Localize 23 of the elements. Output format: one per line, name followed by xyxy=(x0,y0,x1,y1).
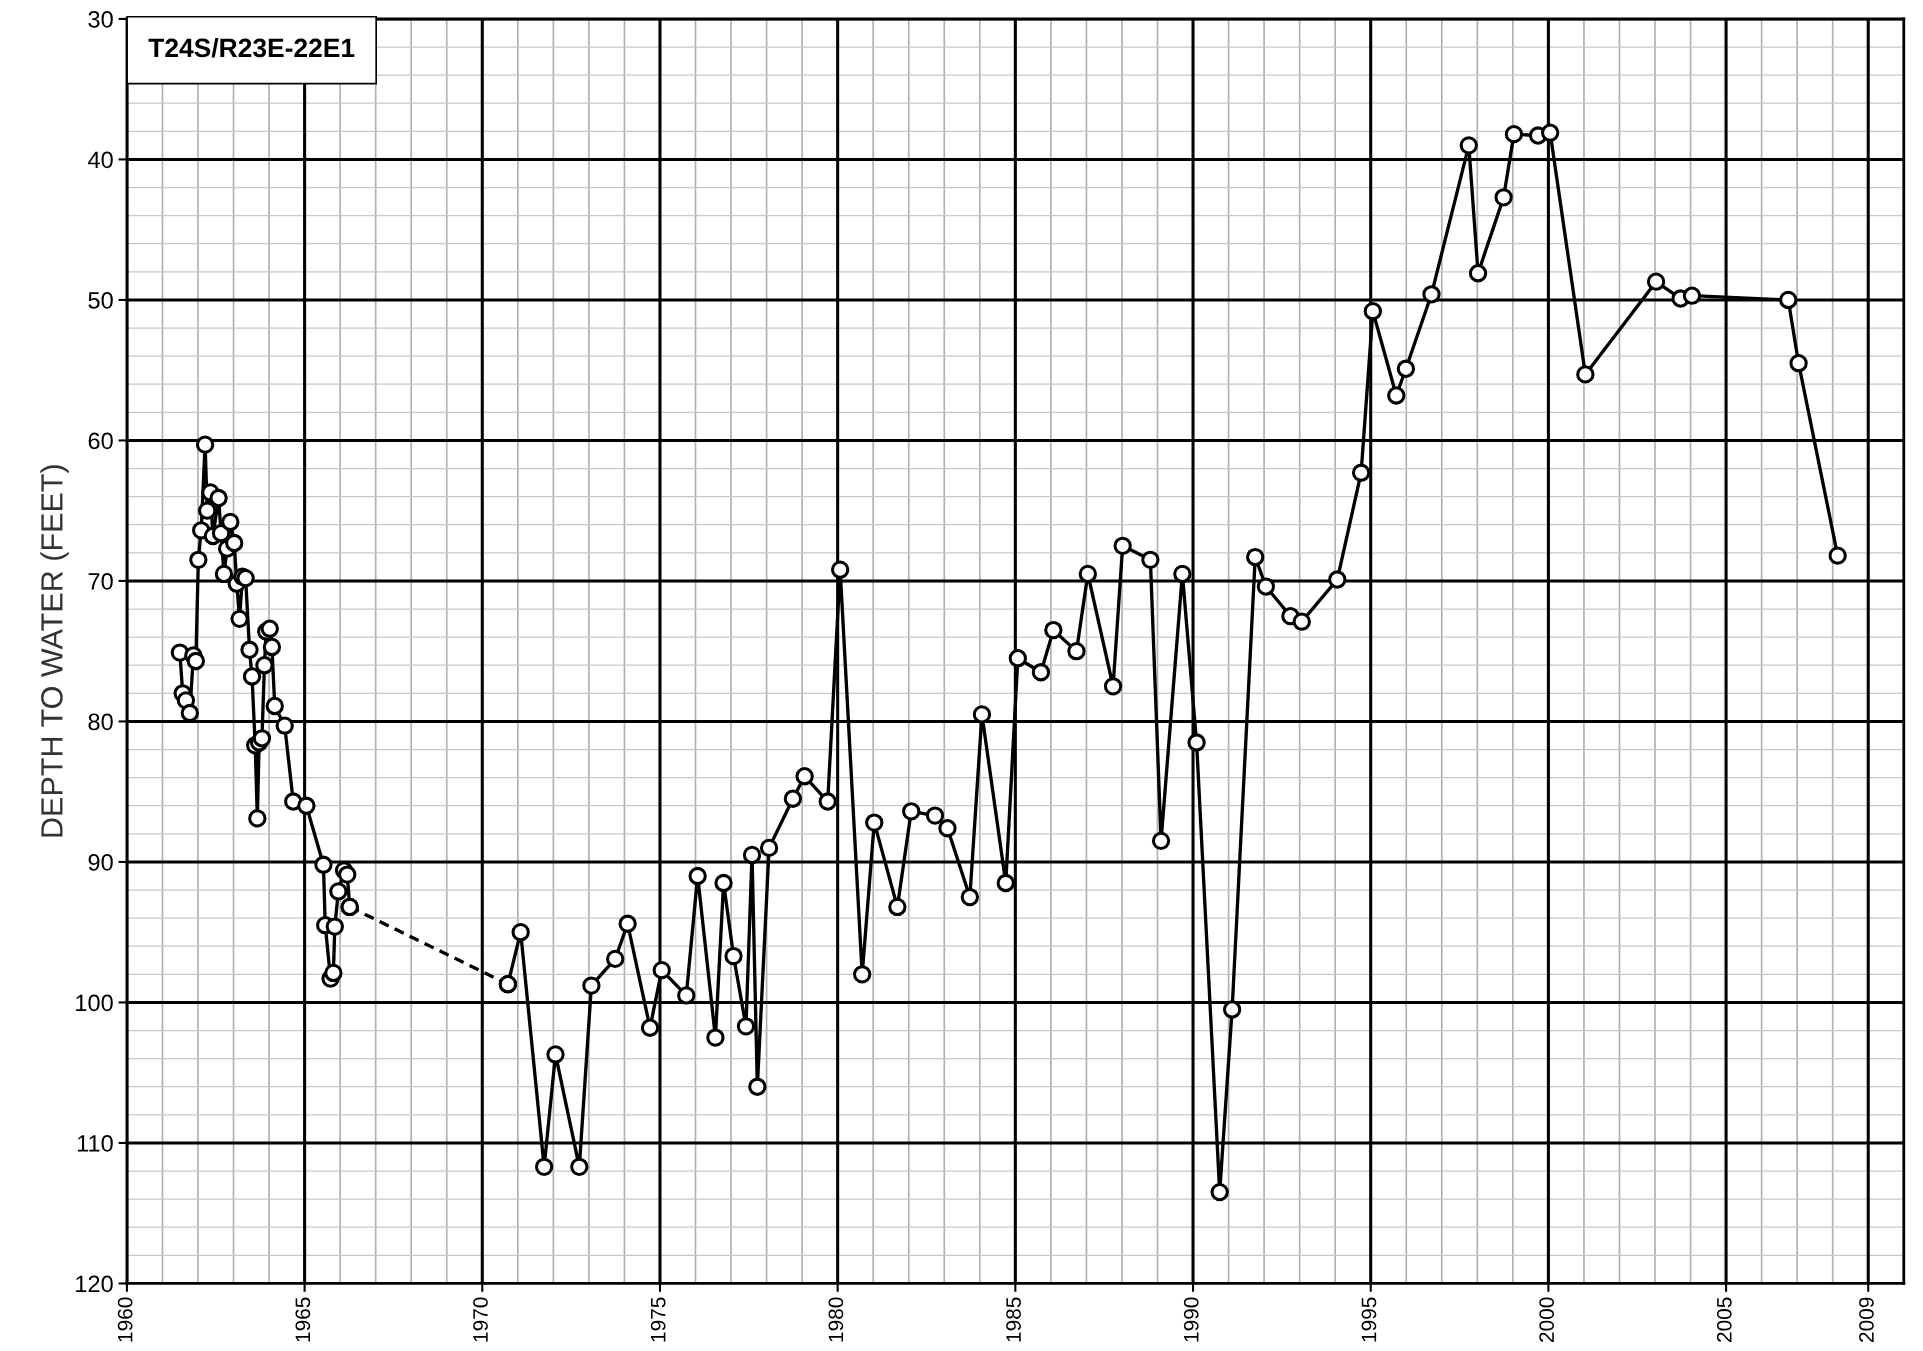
x-tick-label: 1965 xyxy=(295,1297,311,1342)
x-tick-label: 1995 xyxy=(1361,1297,1377,1342)
x-tick-label: 1985 xyxy=(1006,1297,1021,1342)
x-tick-label: 1960 xyxy=(117,1297,133,1342)
y-tick-label: 80 xyxy=(88,713,113,731)
x-tick-label: 2005 xyxy=(1716,1297,1732,1342)
y-tick-label: 70 xyxy=(88,573,113,590)
annotation: T24S/R23E-22E1 xyxy=(148,37,355,58)
x-tick-label: 2009 xyxy=(1859,1297,1874,1342)
y-tick-label: 100 xyxy=(76,994,113,1012)
y-tick-label: 90 xyxy=(88,854,113,871)
x-tick-label: 1975 xyxy=(650,1297,666,1342)
y-tick-label: 30 xyxy=(88,10,113,28)
x-tick-label: 1990 xyxy=(1183,1297,1199,1342)
y-axis-title: DEPTH TO WATER (FEET) xyxy=(40,465,69,837)
y-tick-label: 110 xyxy=(77,1135,113,1152)
x-tick-label: 1980 xyxy=(828,1297,844,1342)
y-tick-label: 50 xyxy=(88,291,113,309)
x-tick-label: 2000 xyxy=(1539,1297,1554,1342)
y-tick-label: 120 xyxy=(76,1275,113,1293)
x-tick-label: 1970 xyxy=(473,1297,488,1342)
y-tick-label: 60 xyxy=(88,432,113,450)
y-tick-label: 40 xyxy=(88,151,113,169)
